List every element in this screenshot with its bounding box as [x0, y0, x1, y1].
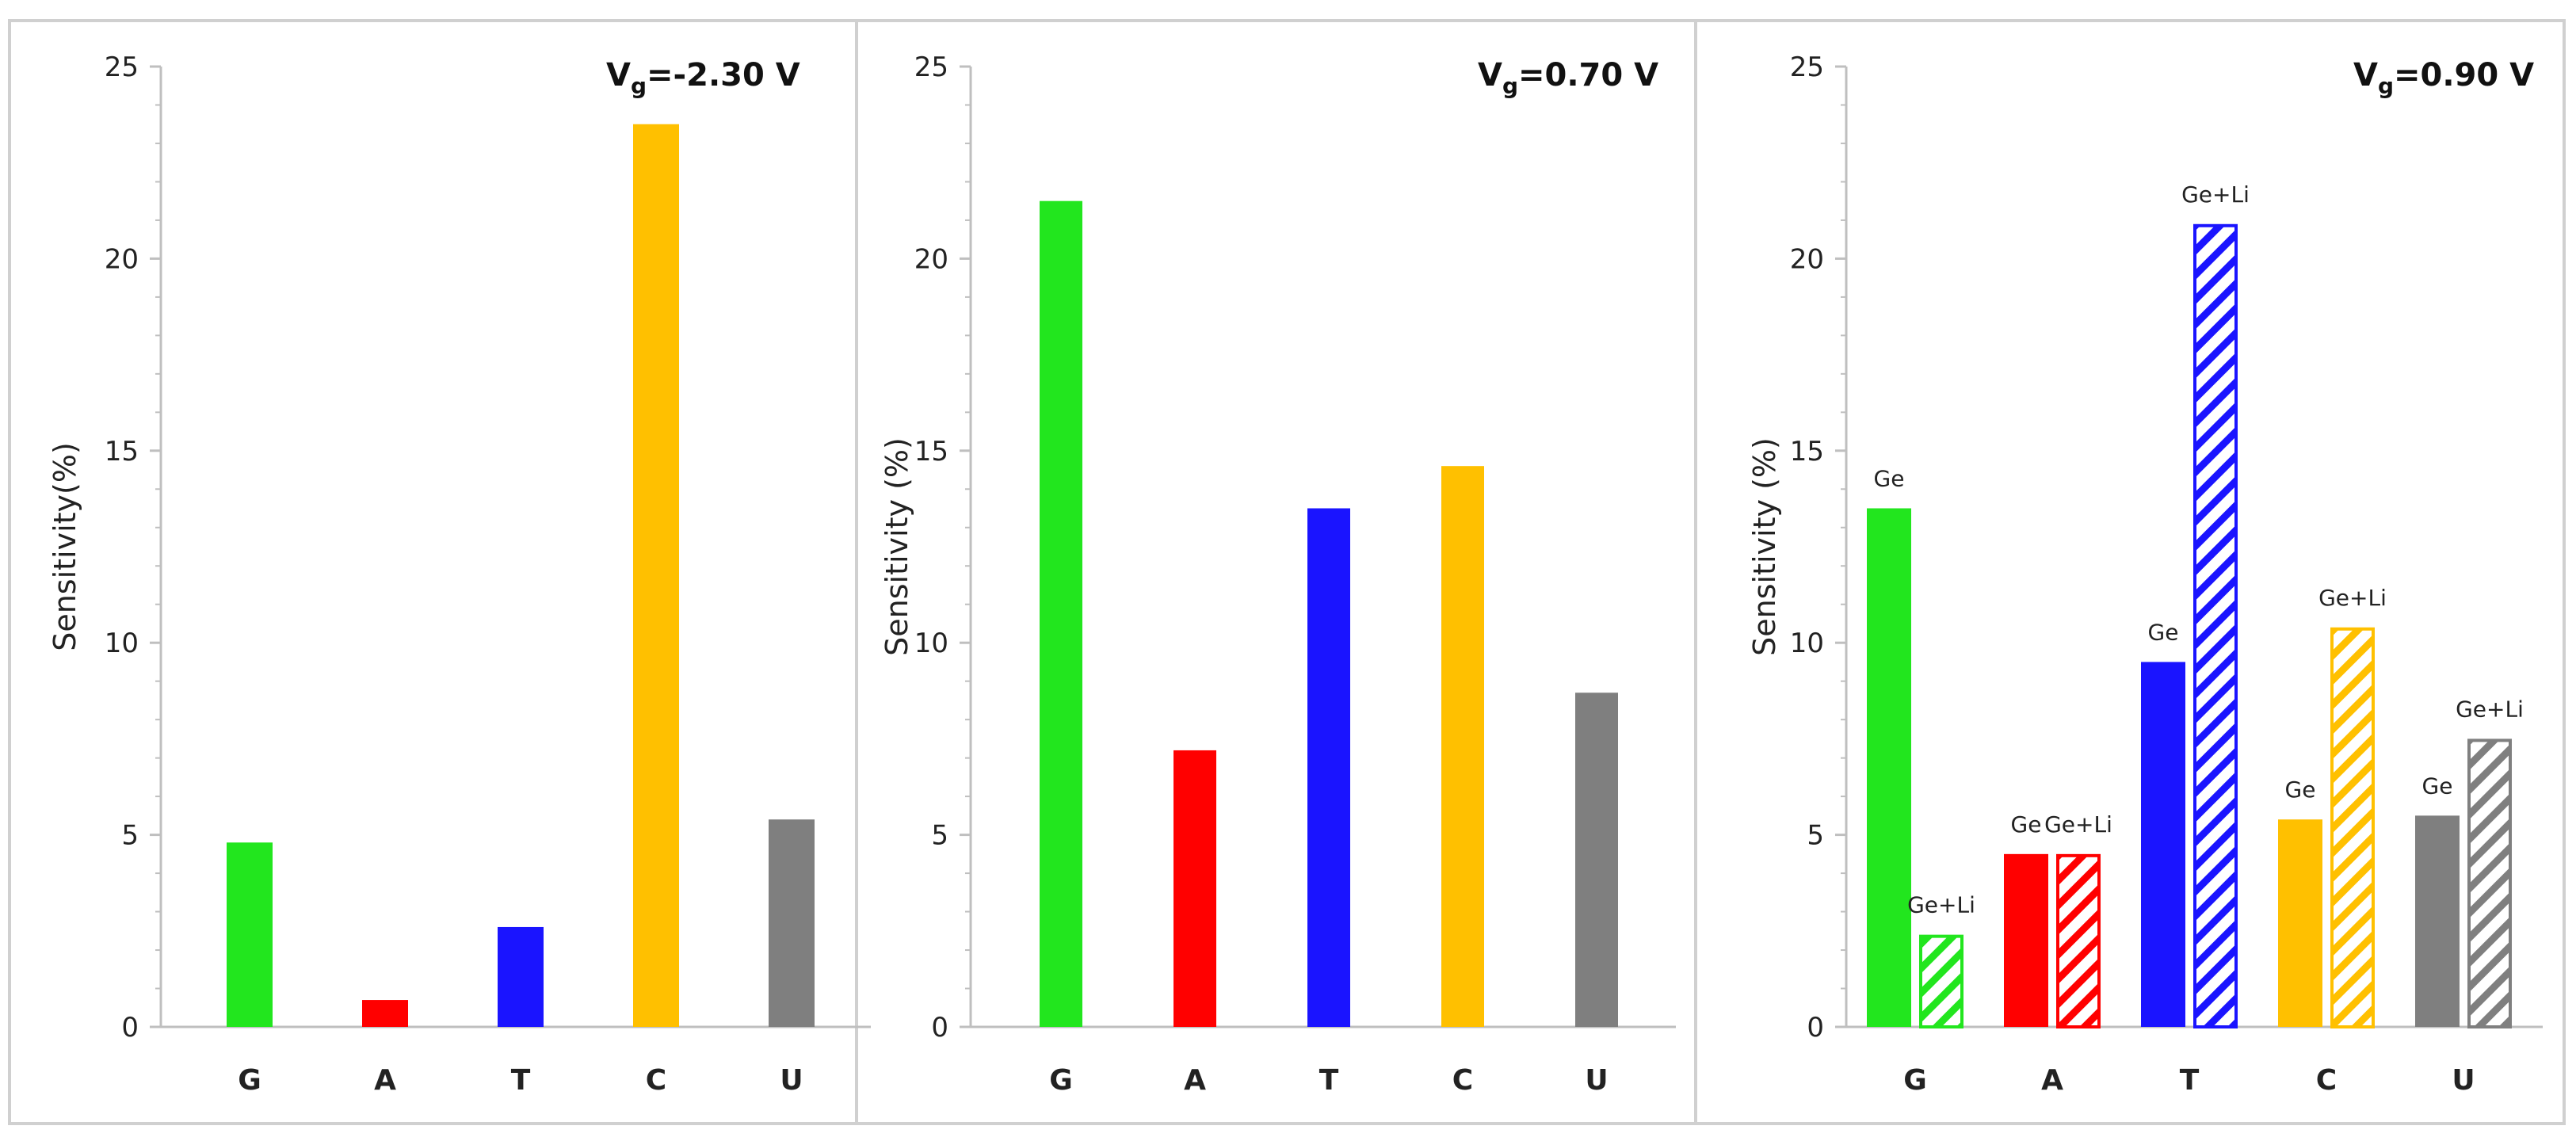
- x-category-label: G: [1049, 1064, 1073, 1097]
- y-tick-label: 20: [105, 243, 139, 275]
- bar-T-ge: [2141, 662, 2185, 1027]
- y-tick-label: 10: [1790, 628, 1824, 659]
- bar-U-ge-li: [2467, 738, 2512, 1029]
- x-category-label: C: [2316, 1064, 2337, 1097]
- x-category-label: G: [1903, 1064, 1927, 1097]
- bar-C: [633, 124, 679, 1028]
- gate-voltage-label: Vg=0.70 V: [1478, 57, 1658, 99]
- x-category-label: U: [780, 1064, 803, 1097]
- x-category-label: T: [1319, 1064, 1339, 1097]
- y-tick-label: 25: [105, 52, 139, 83]
- bar-G: [227, 842, 273, 1027]
- y-axis-title: Sensitivity(%): [48, 442, 82, 651]
- y-tick-label: 5: [1807, 820, 1824, 852]
- bar-T: [1307, 508, 1350, 1027]
- y-axis-title: Sensitivity (%): [1747, 437, 1782, 656]
- y-tick-label: 20: [914, 243, 948, 275]
- x-category-label: A: [374, 1064, 396, 1097]
- bar-U: [1575, 693, 1618, 1027]
- x-category-label: C: [1452, 1064, 1473, 1097]
- vg-value: =0.90 V: [2394, 57, 2534, 93]
- vg-value: =0.70 V: [1518, 57, 1658, 93]
- figure-frame: [8, 19, 2566, 1125]
- bar-A-ge: [2004, 853, 2048, 1027]
- vg-subscript: g: [631, 73, 647, 99]
- bar-series-label: Ge+Li: [2318, 585, 2387, 611]
- bar-series-label: Ge: [1874, 466, 1905, 492]
- x-category-label: T: [2180, 1064, 2200, 1097]
- y-tick-label: 25: [1790, 52, 1824, 83]
- y-tick-label: 0: [1807, 1012, 1824, 1044]
- bar-C: [1441, 466, 1484, 1027]
- y-tick-label: 15: [914, 436, 948, 467]
- bar-U: [769, 819, 815, 1027]
- bar-T-ge-li: [2193, 223, 2238, 1028]
- x-category-label: A: [1184, 1064, 1206, 1097]
- bar-series-label: Ge+Li: [2456, 696, 2524, 722]
- y-tick-label: 15: [105, 436, 139, 467]
- x-category-label: U: [2452, 1064, 2475, 1097]
- y-tick-label: 10: [105, 628, 139, 659]
- bar-A-ge-li: [2056, 853, 2101, 1028]
- x-category-label: A: [2041, 1064, 2063, 1097]
- y-axis-title: Sensitivity (%): [880, 437, 914, 656]
- vg-value: =-2.30 V: [647, 57, 800, 93]
- y-tick-label: 5: [121, 820, 139, 852]
- vg-symbol: V: [1478, 57, 1502, 93]
- bar-series-label: Ge: [2285, 777, 2316, 803]
- y-tick-label: 10: [914, 628, 948, 659]
- chart-panel-1: 0 5 10 15 20 25 Sensitivity(%) Vg=-2.30 V G A T C U: [48, 52, 871, 1097]
- x-category-label: T: [511, 1064, 531, 1097]
- y-tick-label: 25: [914, 52, 948, 83]
- y-tick-label: 0: [121, 1012, 139, 1044]
- bar-A: [362, 1000, 408, 1027]
- y-tick-label: 5: [931, 820, 948, 852]
- bar-U-ge: [2415, 815, 2460, 1027]
- x-category-label: U: [1585, 1064, 1608, 1097]
- y-tick-label: 0: [931, 1012, 948, 1044]
- bar-series-label: Ge+Li: [1907, 892, 1975, 918]
- x-category-label: G: [238, 1064, 261, 1097]
- vg-symbol: V: [2353, 57, 2378, 93]
- chart-panel-2: 0 5 10 15 20 25 Sensitivity (%) Vg=0.70 V G A T C U: [880, 52, 1676, 1097]
- bar-C-ge-li: [2330, 627, 2375, 1028]
- bar-T: [498, 926, 544, 1027]
- bar-G-ge: [1867, 508, 1911, 1027]
- x-category-label: C: [646, 1064, 666, 1097]
- bar-A: [1174, 750, 1216, 1027]
- bar-series-label: Ge: [2148, 619, 2179, 645]
- bar-C-ge: [2278, 819, 2322, 1027]
- y-tick-label: 15: [1790, 436, 1824, 467]
- y-tick-label: 20: [1790, 243, 1824, 275]
- vg-subscript: g: [2378, 73, 2394, 99]
- bar-G: [1040, 200, 1082, 1028]
- gate-voltage-label: Vg=0.90 V: [2353, 57, 2534, 99]
- bar-series-label: Ge+Li: [2181, 181, 2250, 208]
- vg-symbol: V: [606, 57, 631, 93]
- bar-G-ge-li: [1919, 934, 1963, 1028]
- gate-voltage-label: Vg=-2.30 V: [606, 57, 800, 99]
- bar-series-label: Ge: [2422, 773, 2453, 799]
- vg-subscript: g: [1502, 73, 1518, 99]
- bar-series-label: Ge: [2011, 811, 2042, 838]
- bar-series-label: Ge+Li: [2044, 811, 2112, 838]
